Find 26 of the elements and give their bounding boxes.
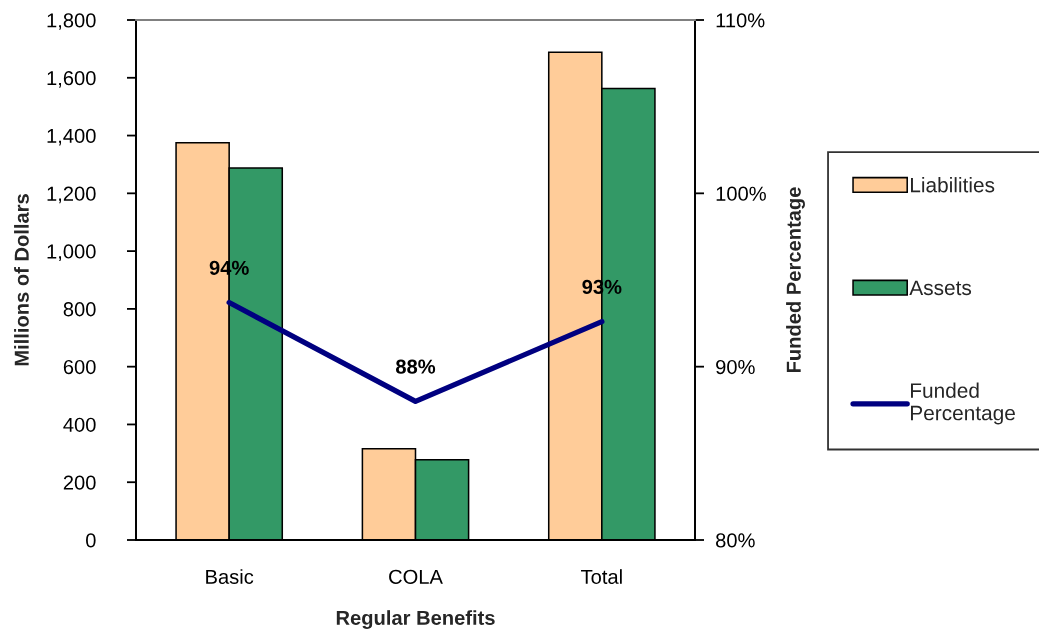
- legend-label: Assets: [909, 280, 972, 296]
- y2-tick-label: 100%: [716, 186, 766, 201]
- y2-tick-label: 80%: [716, 533, 755, 548]
- x-tick-label: Basic: [206, 569, 254, 584]
- y2-tick-label: 110%: [716, 13, 765, 28]
- y2-tick-label: 90%: [716, 359, 755, 375]
- y-tick-label: 0: [86, 533, 96, 548]
- y-tick-label: 1,800: [47, 13, 96, 30]
- y-tick-label: 1,600: [47, 71, 96, 88]
- y2-axis-title: Funded Percentage: [786, 187, 805, 373]
- y-tick-label: 400: [63, 417, 96, 432]
- y-tick-label: 1,200: [47, 186, 96, 204]
- y-tick-label: 200: [63, 475, 96, 490]
- x-tick-label: Total: [581, 569, 622, 584]
- data-label: 88%: [395, 359, 436, 374]
- y-tick-label: 1,400: [47, 128, 96, 146]
- legend-label: Liabilities: [911, 177, 995, 193]
- legend-label: Funded Percentage: [911, 382, 1015, 425]
- data-label: 94%: [209, 260, 249, 275]
- y-tick-label: 800: [63, 302, 96, 317]
- x-tick-label: COLA: [389, 569, 443, 584]
- y-tick-label: 1,000: [47, 244, 96, 261]
- x-axis-title: Regular Benefits: [336, 610, 495, 630]
- y-tick-label: 600: [63, 359, 96, 375]
- data-label: 93%: [582, 279, 622, 295]
- y-axis-title: Millions of Dollars: [14, 194, 29, 366]
